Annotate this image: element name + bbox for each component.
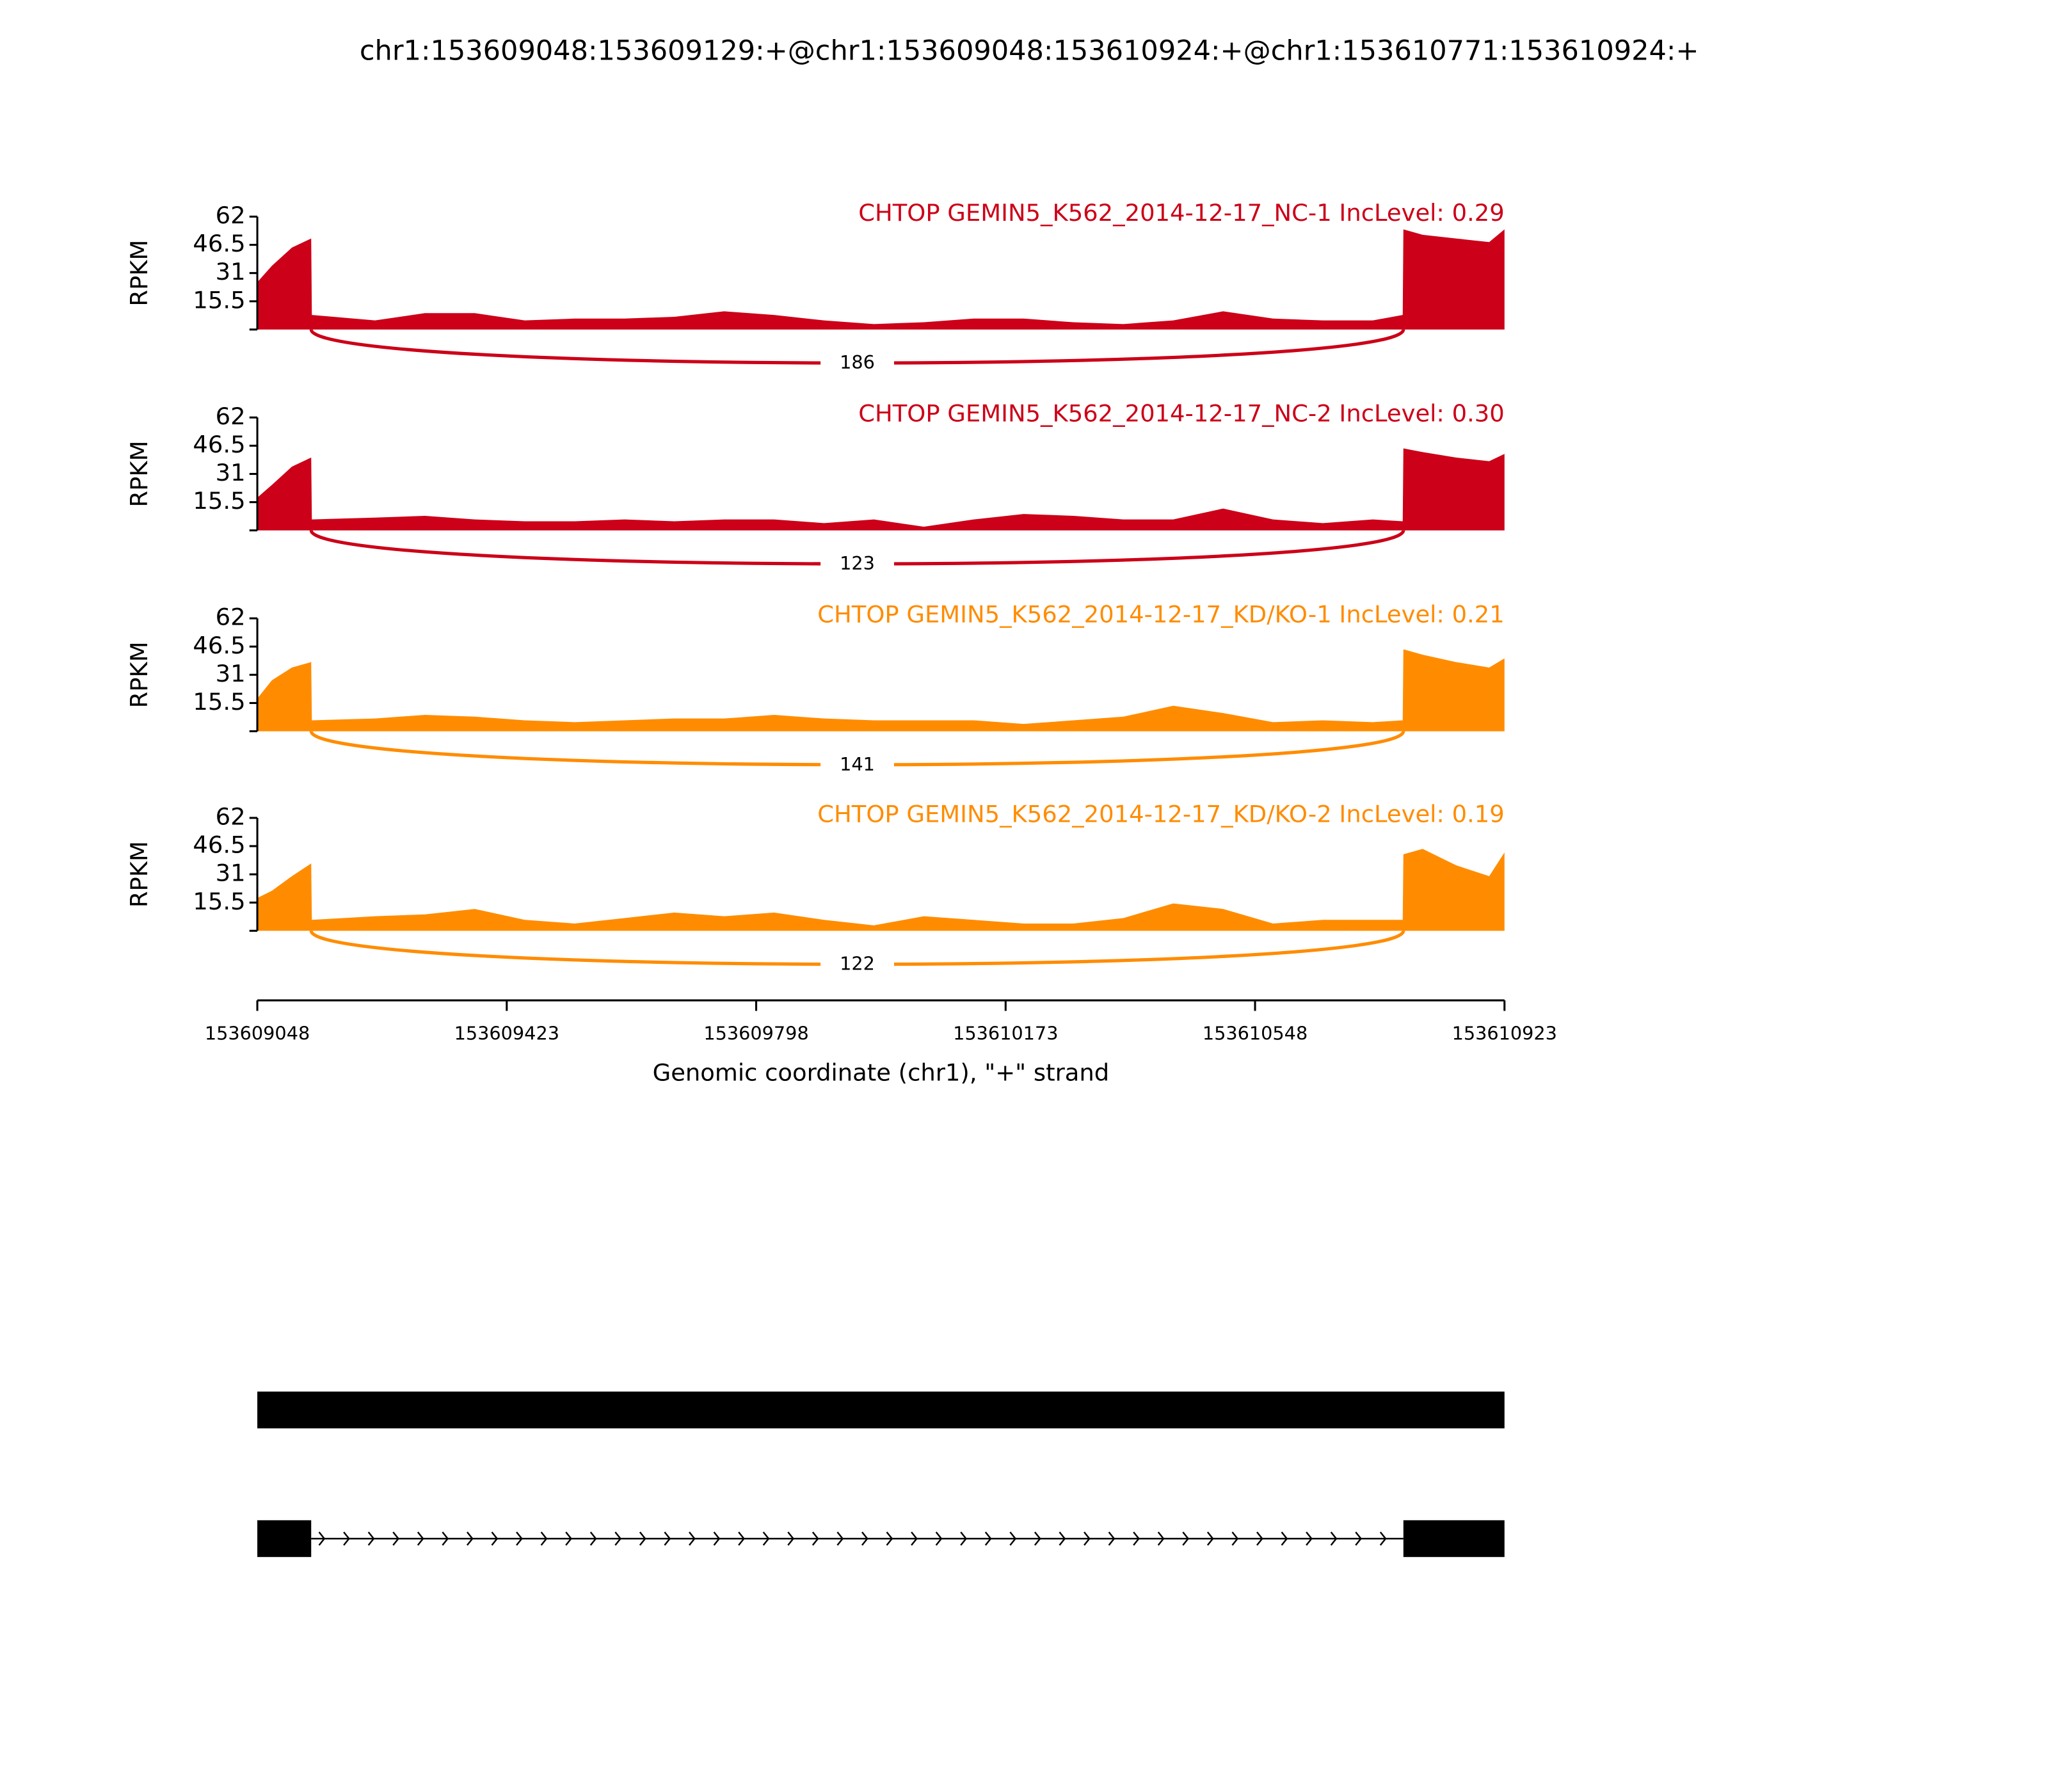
x-axis-label: Genomic coordinate (chr1), "+" strand xyxy=(653,1059,1110,1086)
strand-arrow xyxy=(1330,1532,1338,1546)
strand-arrow xyxy=(1108,1532,1116,1546)
strand-arrow xyxy=(589,1532,597,1546)
strand-arrow xyxy=(516,1532,523,1546)
strand-arrow xyxy=(343,1532,350,1546)
strand-arrow xyxy=(392,1532,400,1546)
strand-arrow xyxy=(540,1532,548,1546)
y-tick-label: 31 xyxy=(216,258,246,285)
y-axis-label: RPKM xyxy=(125,441,153,508)
y-tick-label: 62 xyxy=(216,803,246,830)
junction-label-box xyxy=(820,752,894,776)
strand-arrow xyxy=(762,1532,770,1546)
strand-arrow xyxy=(836,1532,844,1546)
exon xyxy=(1403,1520,1505,1557)
y-tick-label: 31 xyxy=(216,660,246,687)
track-title: CHTOP GEMIN5_K562_2014-12-17_NC-1 IncLev… xyxy=(858,199,1505,227)
strand-arrow xyxy=(960,1532,967,1546)
y-axis-label: RPKM xyxy=(125,240,153,307)
y-tick-label: 31 xyxy=(216,459,246,486)
strand-arrow xyxy=(466,1532,474,1546)
y-tick-label: 62 xyxy=(216,403,246,430)
exon xyxy=(257,1391,1505,1428)
strand-arrow xyxy=(1281,1532,1288,1546)
x-tick-label: 153609048 xyxy=(205,1022,310,1044)
strand-arrow xyxy=(614,1532,622,1546)
junction-count: 122 xyxy=(840,953,875,975)
y-tick-label: 15.5 xyxy=(193,688,245,716)
track-title: CHTOP GEMIN5_K562_2014-12-17_KD/KO-2 Inc… xyxy=(817,800,1505,828)
strand-arrow xyxy=(787,1532,795,1546)
junction-label-box xyxy=(820,551,894,575)
y-axis-label: RPKM xyxy=(125,841,153,908)
junction-count: 186 xyxy=(840,351,875,373)
strand-arrow xyxy=(1034,1532,1041,1546)
y-tick-label: 46.5 xyxy=(193,431,245,458)
strand-arrow xyxy=(664,1532,671,1546)
strand-arrow xyxy=(1379,1532,1387,1546)
strand-arrow xyxy=(861,1532,868,1546)
track-title: CHTOP GEMIN5_K562_2014-12-17_NC-2 IncLev… xyxy=(858,400,1505,428)
x-tick-label: 153609798 xyxy=(703,1022,808,1044)
y-tick-label: 15.5 xyxy=(193,487,245,515)
strand-arrow xyxy=(1256,1532,1263,1546)
y-tick-label: 46.5 xyxy=(193,831,245,859)
strand-arrow xyxy=(1009,1532,1017,1546)
strand-arrow xyxy=(1059,1532,1066,1546)
x-tick-label: 153610173 xyxy=(953,1022,1058,1044)
strand-arrow xyxy=(639,1532,646,1546)
x-tick-label: 153609423 xyxy=(454,1022,559,1044)
strand-arrow xyxy=(713,1532,721,1546)
y-tick-label: 15.5 xyxy=(193,888,245,915)
strand-arrow xyxy=(318,1532,326,1546)
strand-arrow xyxy=(1231,1532,1239,1546)
strand-arrow xyxy=(738,1532,745,1546)
strand-arrow xyxy=(1206,1532,1214,1546)
strand-arrow xyxy=(812,1532,819,1546)
x-tick-label: 153610923 xyxy=(1452,1022,1557,1044)
coverage-area xyxy=(257,448,1505,531)
strand-arrow xyxy=(935,1532,943,1546)
exon xyxy=(257,1520,312,1557)
y-tick-label: 31 xyxy=(216,860,246,887)
coverage-area xyxy=(257,849,1505,931)
strand-arrow xyxy=(911,1532,918,1546)
strand-arrow xyxy=(1084,1532,1091,1546)
junction-label-box xyxy=(820,350,894,374)
junction-count: 141 xyxy=(840,753,875,775)
strand-arrow xyxy=(984,1532,992,1546)
junction-count: 123 xyxy=(840,552,875,574)
y-tick-label: 15.5 xyxy=(193,286,245,314)
y-tick-label: 62 xyxy=(216,202,246,229)
strand-arrow xyxy=(1182,1532,1190,1546)
y-axis-label: RPKM xyxy=(125,641,153,708)
strand-arrow xyxy=(1355,1532,1363,1546)
junction-label-box xyxy=(820,952,894,976)
y-tick-label: 46.5 xyxy=(193,230,245,257)
strand-arrow xyxy=(367,1532,375,1546)
strand-arrow xyxy=(442,1532,449,1546)
strand-arrow xyxy=(1133,1532,1140,1546)
x-tick-label: 153610548 xyxy=(1203,1022,1308,1044)
strand-arrow xyxy=(886,1532,893,1546)
strand-arrow xyxy=(565,1532,572,1546)
strand-arrow xyxy=(1157,1532,1165,1546)
strand-arrow xyxy=(417,1532,424,1546)
plot-title: chr1:153609048:153609129:+@chr1:15360904… xyxy=(360,35,1699,67)
coverage-area xyxy=(257,229,1505,330)
strand-arrow xyxy=(1306,1532,1313,1546)
strand-arrow xyxy=(689,1532,696,1546)
y-tick-label: 46.5 xyxy=(193,632,245,659)
coverage-area xyxy=(257,649,1505,732)
track-title: CHTOP GEMIN5_K562_2014-12-17_KD/KO-1 Inc… xyxy=(817,601,1505,628)
strand-arrow xyxy=(491,1532,499,1546)
y-tick-label: 62 xyxy=(216,604,246,631)
